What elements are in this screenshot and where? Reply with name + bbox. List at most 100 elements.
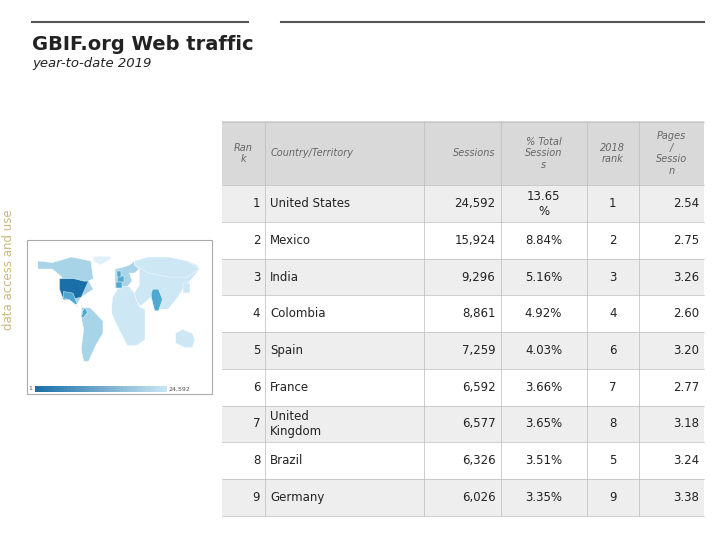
Bar	[41, 386, 45, 391]
Text: 3.66%: 3.66%	[525, 381, 562, 394]
Polygon shape	[115, 282, 122, 288]
Bar	[27, 240, 212, 394]
Bar	[143, 386, 147, 391]
Bar	[110, 386, 114, 391]
Bar	[137, 386, 140, 391]
Bar	[68, 386, 71, 391]
Bar	[114, 386, 117, 391]
Text: 2.60: 2.60	[673, 307, 699, 320]
Text: 1: 1	[29, 386, 32, 391]
Polygon shape	[94, 256, 110, 265]
Text: Spain: Spain	[270, 344, 303, 357]
Text: 3.18: 3.18	[673, 417, 699, 430]
Bar	[61, 386, 65, 391]
Text: 6,326: 6,326	[462, 454, 495, 467]
Text: 4: 4	[609, 307, 616, 320]
Polygon shape	[60, 279, 89, 300]
Bar	[222, 259, 704, 295]
Text: 2: 2	[609, 234, 616, 247]
Text: Brazil: Brazil	[270, 454, 304, 467]
Text: 3.26: 3.26	[673, 271, 699, 284]
Bar	[222, 479, 704, 516]
Bar	[58, 386, 62, 391]
Text: 9: 9	[253, 491, 260, 504]
Text: Country/Territory: Country/Territory	[270, 148, 354, 158]
Bar	[117, 386, 121, 391]
Polygon shape	[183, 284, 190, 293]
Text: 24,592: 24,592	[454, 197, 495, 210]
Text: 3: 3	[253, 271, 260, 284]
Text: 1: 1	[253, 197, 260, 210]
Bar	[51, 386, 55, 391]
Bar	[120, 386, 124, 391]
Bar	[74, 386, 78, 391]
Bar	[163, 386, 167, 391]
Bar	[222, 222, 704, 259]
Text: 7,259: 7,259	[462, 344, 495, 357]
Bar	[130, 386, 134, 391]
Text: 2018
rank: 2018 rank	[600, 143, 625, 164]
Bar	[100, 386, 104, 391]
Text: 4.92%: 4.92%	[525, 307, 562, 320]
Text: 6: 6	[253, 381, 260, 394]
Polygon shape	[76, 305, 83, 311]
Text: 2: 2	[253, 234, 260, 247]
Polygon shape	[117, 271, 121, 277]
Bar	[48, 386, 52, 391]
Polygon shape	[81, 308, 103, 361]
Text: 6,577: 6,577	[462, 417, 495, 430]
Text: France: France	[270, 381, 310, 394]
Text: data access and use: data access and use	[2, 210, 15, 330]
Bar	[38, 386, 42, 391]
Bar	[222, 332, 704, 369]
Text: 3.38: 3.38	[673, 491, 699, 504]
Bar	[94, 386, 98, 391]
Bar	[54, 386, 58, 391]
Polygon shape	[81, 308, 88, 317]
Text: 9,296: 9,296	[462, 271, 495, 284]
Bar	[35, 386, 39, 391]
Text: 6,026: 6,026	[462, 491, 495, 504]
Bar	[45, 386, 48, 391]
Text: Sessions: Sessions	[453, 148, 495, 158]
Text: 8.84%: 8.84%	[525, 234, 562, 247]
Text: Germany: Germany	[270, 491, 325, 504]
Text: Ran
k: Ran k	[234, 143, 253, 164]
Bar	[222, 295, 704, 332]
Bar	[222, 406, 704, 442]
Text: 13.65
%: 13.65 %	[527, 190, 560, 218]
Text: 3: 3	[609, 271, 616, 284]
Text: 5: 5	[609, 454, 616, 467]
Polygon shape	[115, 261, 139, 288]
Text: 9: 9	[609, 491, 616, 504]
Bar	[123, 386, 127, 391]
Text: 4: 4	[253, 307, 260, 320]
Bar	[222, 122, 704, 185]
Polygon shape	[63, 292, 77, 305]
Text: 3.51%: 3.51%	[525, 454, 562, 467]
Bar	[97, 386, 101, 391]
Text: % Total
Session
s: % Total Session s	[525, 137, 562, 170]
Text: 3.65%: 3.65%	[525, 417, 562, 430]
Bar	[222, 369, 704, 406]
Text: 3.20: 3.20	[673, 344, 699, 357]
Text: 2.75: 2.75	[673, 234, 699, 247]
Text: 5.16%: 5.16%	[525, 271, 562, 284]
Bar	[153, 386, 157, 391]
Bar	[91, 386, 94, 391]
Text: Pages
/
Sessio
n: Pages / Sessio n	[656, 131, 687, 176]
Text: 5: 5	[253, 344, 260, 357]
Bar	[77, 386, 81, 391]
Bar	[156, 386, 161, 391]
Text: 8,861: 8,861	[462, 307, 495, 320]
Text: 7: 7	[253, 417, 260, 430]
Text: 8: 8	[253, 454, 260, 467]
Text: Colombia: Colombia	[270, 307, 325, 320]
Text: 8: 8	[609, 417, 616, 430]
Bar	[160, 386, 163, 391]
Bar	[133, 386, 138, 391]
Text: 2.54: 2.54	[673, 197, 699, 210]
Bar	[104, 386, 108, 391]
Polygon shape	[135, 257, 199, 277]
Text: United
Kingdom: United Kingdom	[270, 410, 323, 438]
